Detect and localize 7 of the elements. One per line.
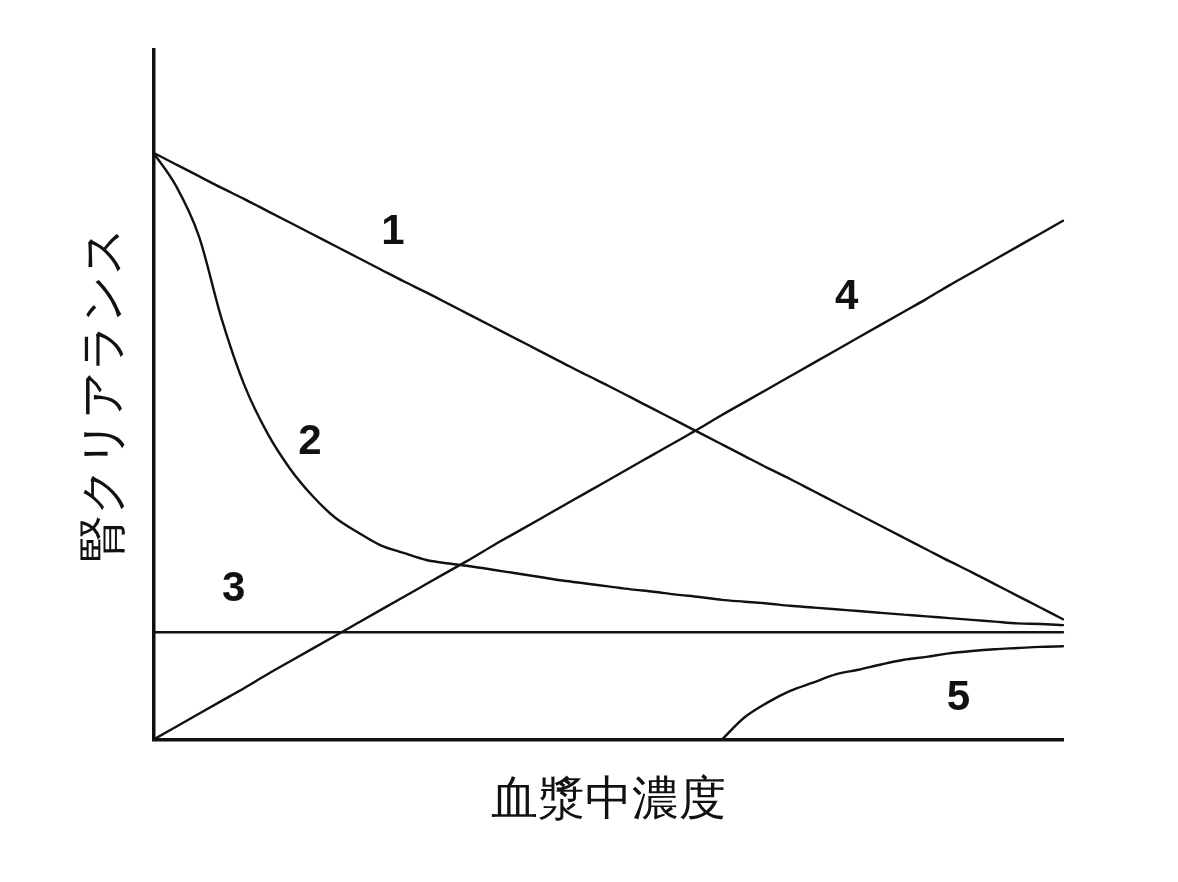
x-axis-title: 血漿中濃度 bbox=[490, 772, 726, 825]
y-axis-title: 腎クリアランス bbox=[75, 227, 128, 563]
series-label: 4 bbox=[834, 271, 859, 319]
series-label: 3 bbox=[221, 562, 246, 610]
series-label: 1 bbox=[381, 206, 405, 254]
series-label: 5 bbox=[946, 671, 970, 719]
series-label: 2 bbox=[298, 416, 322, 464]
